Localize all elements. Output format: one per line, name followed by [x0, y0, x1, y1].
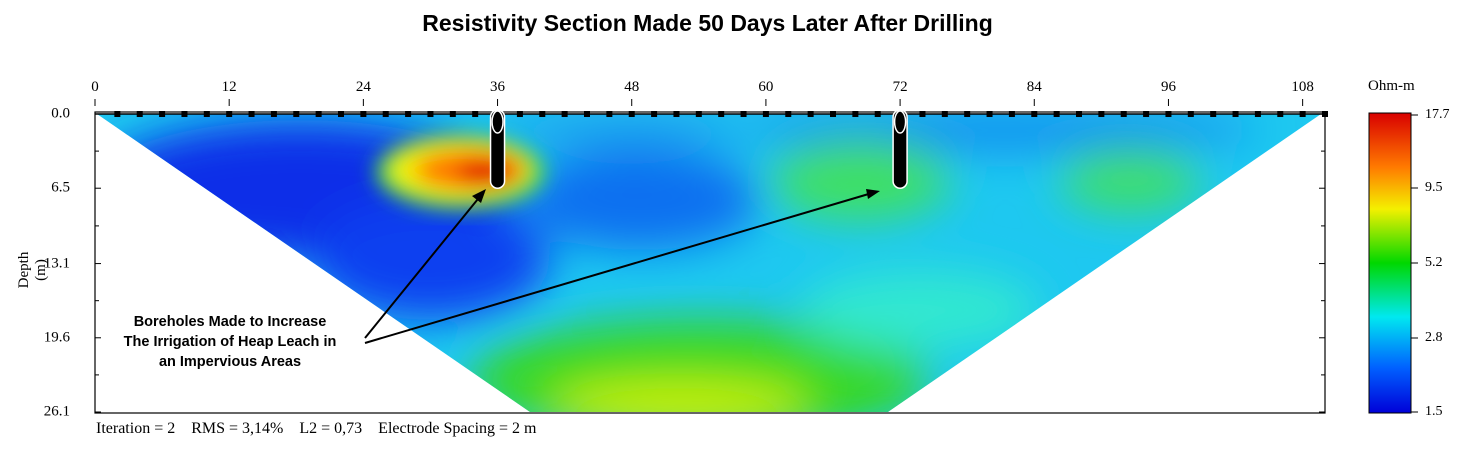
electrode-marker [584, 111, 590, 117]
electrode-marker [248, 111, 255, 117]
electrode-marker [382, 111, 389, 117]
electrode-marker [673, 111, 680, 117]
electrode-marker [226, 111, 233, 117]
annotation-line-2: The Irrigation of Heap Leach in [123, 334, 337, 350]
electrode-marker [718, 111, 725, 117]
electrode-marker [1277, 111, 1284, 117]
plot-frame [94, 111, 1326, 414]
x-tick-label: 36 [490, 79, 506, 95]
electrode-marker [561, 111, 568, 117]
borehole-annotation: Boreholes Made to Increase The Irrigatio… [110, 312, 350, 372]
electrode-marker [1143, 111, 1150, 117]
x-tick-label: 0 [91, 79, 99, 95]
electrode-marker [874, 111, 881, 117]
colorbar-tick-label: 1.5 [1425, 404, 1443, 419]
electrode-marker [472, 111, 479, 117]
arrowhead-1 [472, 189, 486, 203]
arrow-to-borehole-1 [364, 193, 483, 339]
electrode-marker [1053, 111, 1060, 117]
x-tick-label: 60 [758, 79, 774, 95]
electrode-marker [695, 111, 702, 117]
colorbar-tick-label: 17.7 [1425, 107, 1450, 122]
y-axis-label: Depth (m) [16, 251, 49, 289]
electrode-marker [919, 111, 926, 117]
electrode-marker [1165, 111, 1172, 117]
annotation-arrows [364, 189, 880, 344]
inversion-stats: Iteration = 2 RMS = 3,14% L2 = 0,73 Elec… [96, 420, 537, 437]
x-tick-label: 12 [221, 79, 237, 95]
electrode-marker [606, 111, 613, 117]
electrode-marker [941, 111, 948, 117]
boreholes [489, 109, 908, 189]
colorbar-tick-label: 5.2 [1425, 255, 1443, 270]
electrode-marker [1120, 111, 1127, 117]
borehole [489, 109, 506, 189]
electrode-marker [539, 111, 546, 117]
electrode-marker [270, 111, 277, 117]
borehole-collar [893, 110, 907, 134]
colorbar [1368, 112, 1412, 414]
arrow-to-borehole-2 [364, 192, 873, 344]
electrode-marker [405, 111, 412, 117]
y-tick-marks [95, 113, 1325, 413]
electrode-marker [740, 111, 747, 117]
electrode-marker [1254, 111, 1261, 117]
electrode-marker [852, 111, 859, 117]
x-tick-marks [94, 99, 1304, 106]
electrode-marker [1210, 111, 1217, 117]
chart-title: Resistivity Section Made 50 Days Later A… [422, 10, 993, 36]
annotation-line-3: an Impervious Areas [158, 354, 302, 370]
electrode-marker [136, 111, 143, 117]
resistivity-section [97, 114, 1321, 412]
electrode-marker [516, 111, 523, 117]
y-tick-label: 6.5 [51, 179, 70, 196]
electrode-marker [1098, 111, 1105, 117]
electrode-marker [338, 111, 344, 117]
y-tick-label: 13.1 [43, 255, 70, 272]
electrode-marker [1232, 111, 1239, 117]
x-tick-label: 24 [355, 79, 371, 95]
electrode-marker [449, 111, 456, 117]
electrode-marker [762, 111, 769, 117]
y-tick-label: 19.6 [43, 329, 70, 346]
annotation-line-1: Boreholes Made to Increase [133, 314, 327, 330]
electrode-marker [1076, 111, 1082, 117]
electrode-marker [651, 111, 658, 117]
electrode-marker [1008, 111, 1015, 117]
electrode-marker [293, 111, 300, 117]
x-tick-label: 108 [1291, 79, 1314, 95]
electrode-marker [986, 111, 993, 117]
electrode-marker [203, 111, 210, 117]
electrode-marker [1187, 111, 1194, 117]
electrode-marker [315, 111, 322, 117]
electrode-marker [360, 111, 367, 117]
colorbar-tick-marks [1411, 114, 1418, 413]
electrode-markers [114, 111, 1328, 117]
x-tick-label: 96 [1160, 79, 1176, 95]
colorbar-tick-label: 2.8 [1425, 330, 1443, 345]
x-tick-label: 72 [892, 79, 908, 95]
electrode-marker [807, 111, 814, 117]
electrode-marker [1031, 111, 1038, 117]
y-tick-label: 26.1 [43, 403, 70, 420]
electrode-marker [114, 111, 121, 117]
electrode-marker [628, 111, 635, 117]
electrode-marker [159, 111, 166, 117]
x-tick-label: 84 [1026, 79, 1042, 95]
borehole-collar [491, 110, 504, 134]
arrowhead-2 [866, 189, 880, 199]
colorbar-tick-label: 9.5 [1425, 180, 1443, 195]
electrode-marker [1299, 111, 1306, 117]
y-tick-label: 0.0 [51, 105, 70, 122]
electrode-marker [427, 111, 434, 117]
electrode-marker [785, 111, 792, 117]
electrode-marker [830, 111, 836, 117]
electrode-marker [181, 111, 188, 117]
borehole [892, 109, 908, 189]
electrode-marker [964, 111, 971, 117]
colorbar-unit: Ohm-m [1368, 78, 1415, 94]
x-tick-label: 48 [624, 79, 640, 95]
